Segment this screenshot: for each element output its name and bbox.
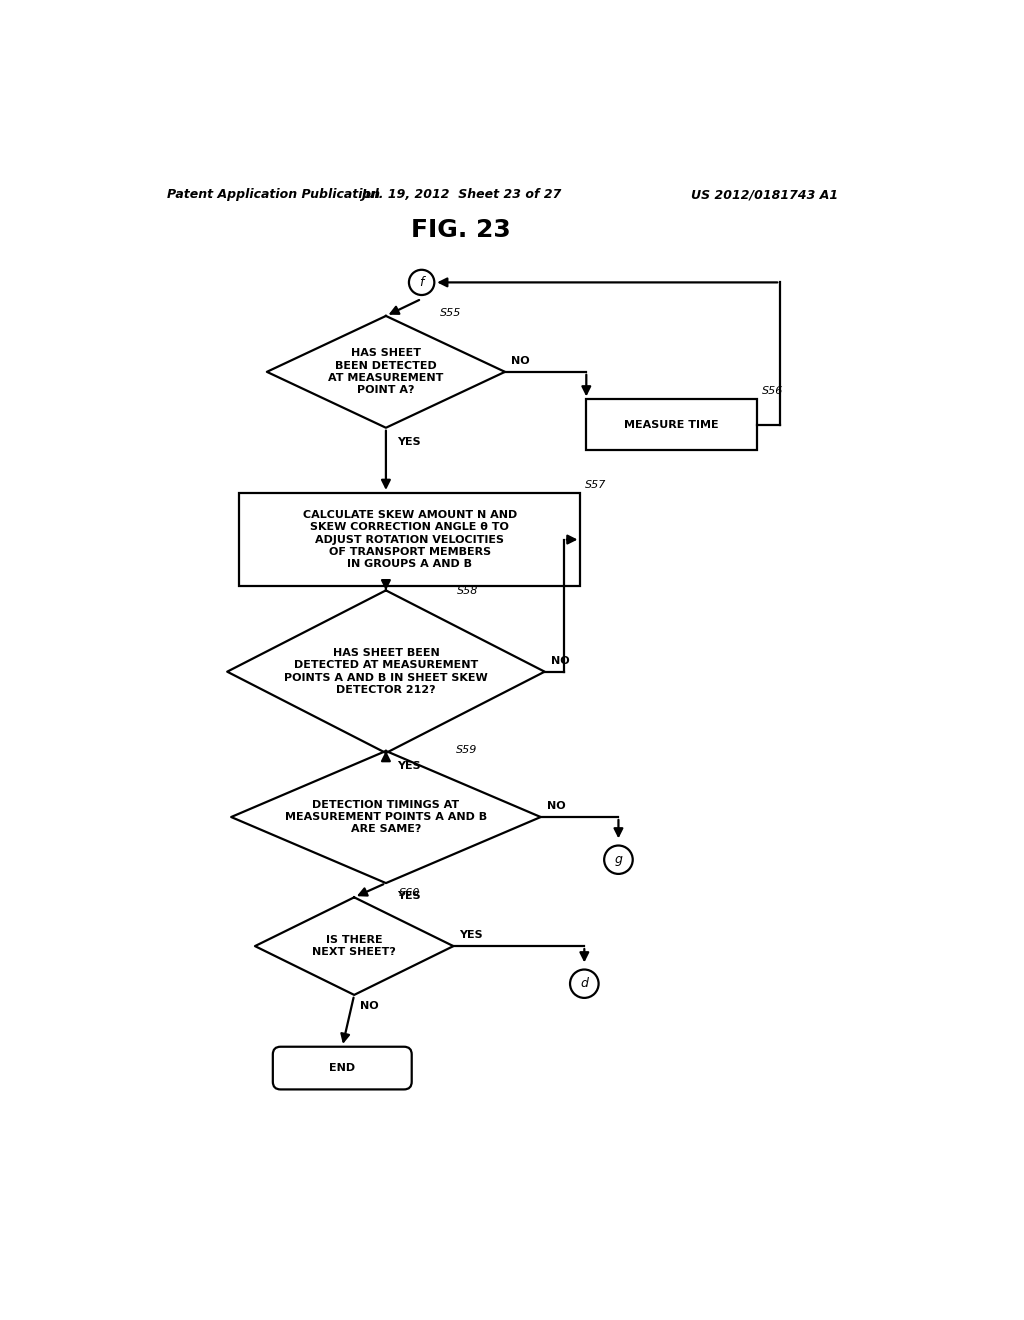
Text: S55: S55 <box>439 308 461 318</box>
Text: NO: NO <box>551 656 569 665</box>
Text: S58: S58 <box>458 586 478 597</box>
Text: Patent Application Publication: Patent Application Publication <box>167 189 380 202</box>
Text: S60: S60 <box>398 888 420 899</box>
Text: END: END <box>329 1063 355 1073</box>
Text: YES: YES <box>396 891 421 900</box>
Text: IS THERE
NEXT SHEET?: IS THERE NEXT SHEET? <box>312 935 396 957</box>
FancyBboxPatch shape <box>272 1047 412 1089</box>
Text: DETECTION TIMINGS AT
MEASUREMENT POINTS A AND B
ARE SAME?: DETECTION TIMINGS AT MEASUREMENT POINTS … <box>285 800 487 834</box>
Text: d: d <box>581 977 588 990</box>
Text: f: f <box>420 276 424 289</box>
Text: YES: YES <box>396 437 421 447</box>
Text: NO: NO <box>547 801 565 810</box>
Text: HAS SHEET BEEN
DETECTED AT MEASUREMENT
POINTS A AND B IN SHEET SKEW
DETECTOR 212: HAS SHEET BEEN DETECTED AT MEASUREMENT P… <box>284 648 487 696</box>
Text: S56: S56 <box>762 387 783 396</box>
Polygon shape <box>255 898 454 995</box>
Bar <box>239 492 581 586</box>
Text: NO: NO <box>360 1001 379 1011</box>
Text: CALCULATE SKEW AMOUNT N AND
SKEW CORRECTION ANGLE θ TO
ADJUST ROTATION VELOCITIE: CALCULATE SKEW AMOUNT N AND SKEW CORRECT… <box>303 510 517 569</box>
Polygon shape <box>267 315 505 428</box>
Text: FIG. 23: FIG. 23 <box>412 218 511 242</box>
Text: US 2012/0181743 A1: US 2012/0181743 A1 <box>691 189 839 202</box>
Polygon shape <box>227 590 545 752</box>
Text: YES: YES <box>460 931 483 940</box>
Bar <box>587 399 757 450</box>
Text: S57: S57 <box>585 479 606 490</box>
Text: Jul. 19, 2012  Sheet 23 of 27: Jul. 19, 2012 Sheet 23 of 27 <box>361 189 561 202</box>
Polygon shape <box>231 751 541 883</box>
Text: NO: NO <box>511 355 529 366</box>
Text: S59: S59 <box>456 744 477 755</box>
Text: g: g <box>614 853 623 866</box>
Text: HAS SHEET
BEEN DETECTED
AT MEASUREMENT
POINT A?: HAS SHEET BEEN DETECTED AT MEASUREMENT P… <box>329 348 443 396</box>
Text: MEASURE TIME: MEASURE TIME <box>625 420 719 430</box>
Text: YES: YES <box>396 760 421 771</box>
